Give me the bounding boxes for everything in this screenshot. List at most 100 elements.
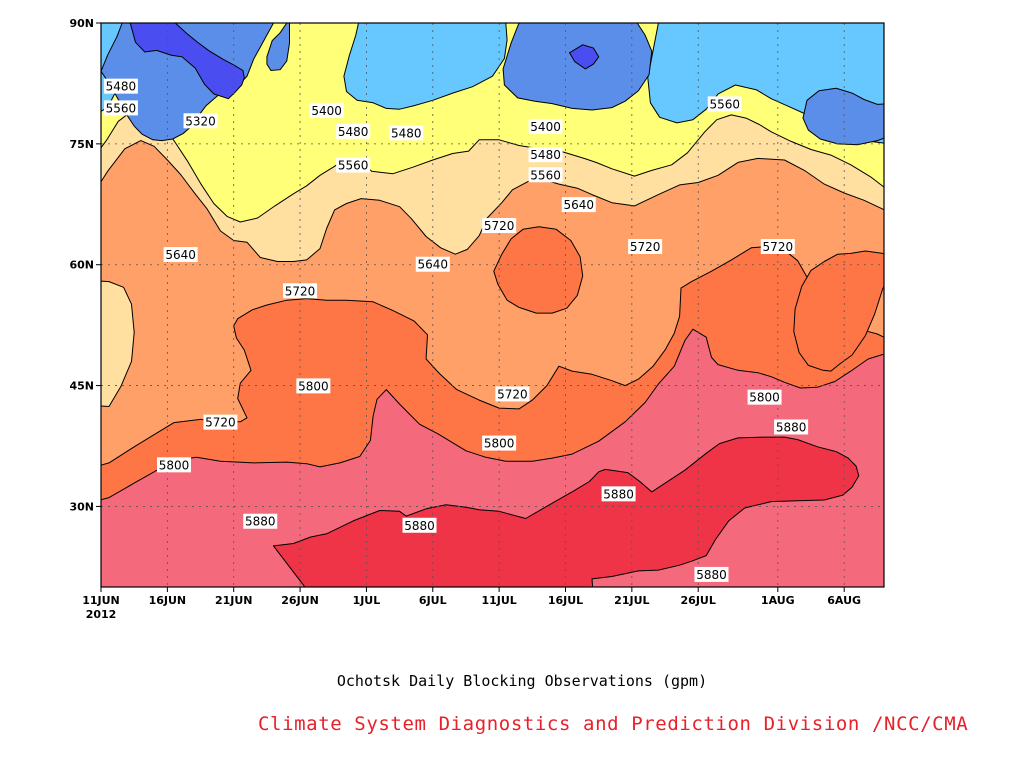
contour-label-text: 5560 xyxy=(338,159,369,173)
x-tick-label: 11JUL xyxy=(481,594,516,607)
contour-label: 5640 xyxy=(163,247,198,263)
contour-label-text: 5560 xyxy=(106,101,137,115)
contour-label-box xyxy=(183,113,218,129)
y-tick-label: 75N xyxy=(69,138,94,151)
contour-label: 5880 xyxy=(601,486,636,502)
x-tick-label: 1JUL xyxy=(353,594,381,607)
contour-label-text: 5560 xyxy=(709,97,740,111)
contour-label-box xyxy=(528,118,563,134)
contour-label: 5800 xyxy=(482,435,517,451)
contour-label-box xyxy=(336,123,371,139)
contour-label-box xyxy=(747,389,782,405)
y-tick-label: 60N xyxy=(69,259,94,272)
contour-label-text: 5720 xyxy=(484,219,515,233)
contour-label: 5880 xyxy=(774,419,809,435)
contour-region-5400 xyxy=(802,87,884,146)
contour-label-text: 5880 xyxy=(696,568,727,582)
contour-label-box xyxy=(309,102,344,118)
contour-label: 5880 xyxy=(694,566,729,582)
x-tick-label: 26JUL xyxy=(681,594,716,607)
contour-label-box xyxy=(482,218,517,234)
contour-fills xyxy=(101,23,884,587)
contour-label-box xyxy=(156,457,191,473)
contour-label-box xyxy=(336,157,371,173)
x-tick-label: 21JUN xyxy=(215,594,253,607)
y-tick-label: 90N xyxy=(69,17,94,30)
contour-label-text: 5720 xyxy=(630,240,661,254)
contour-label: 5720 xyxy=(203,414,238,430)
contour-label-text: 5480 xyxy=(530,148,561,162)
contour-labels: 5480 5560 5320 5400 5480 5480 5560 5400 5480 5560… xyxy=(103,78,809,582)
contour-label: 5480 xyxy=(103,78,138,94)
contour-label-text: 5400 xyxy=(530,120,561,134)
contour-label-box xyxy=(774,419,809,435)
contour-region-5880 xyxy=(273,436,860,587)
contour-label: 5560 xyxy=(707,96,742,112)
contour-label-text: 5720 xyxy=(497,387,528,401)
x-tick-label: 26JUN xyxy=(281,594,319,607)
contour-label-box xyxy=(482,435,517,451)
contour-label: 5560 xyxy=(528,167,563,183)
contour-label-box xyxy=(528,147,563,163)
contour-label-text: 5720 xyxy=(285,284,316,298)
y-axis: 30N 45N 60N 75N 90N xyxy=(69,17,101,513)
y-tick-label: 45N xyxy=(69,380,94,393)
contour-label: 5800 xyxy=(747,389,782,405)
contour-label: 5640 xyxy=(561,197,596,213)
contour-label-text: 5720 xyxy=(205,416,236,430)
contour-label-box xyxy=(296,378,331,394)
contour-label-text: 5880 xyxy=(404,519,435,533)
contour-region-5400 xyxy=(266,23,290,72)
contour-label-text: 5880 xyxy=(603,487,634,501)
contour-label: 5320 xyxy=(183,113,218,129)
contour-label-box xyxy=(601,486,636,502)
contour-label: 5800 xyxy=(156,457,191,473)
contour-label: 5880 xyxy=(402,517,437,533)
contour-label: 5560 xyxy=(103,100,138,116)
x-tick-year-label: 2012 xyxy=(86,608,117,621)
contour-label-text: 5800 xyxy=(159,458,190,472)
contour-label-box xyxy=(760,238,795,254)
contour-label-text: 5480 xyxy=(338,125,369,139)
contour-region-5720 xyxy=(493,226,584,314)
contour-label: 5480 xyxy=(336,123,371,139)
contour-label-text: 5880 xyxy=(776,420,807,434)
x-tick-label: 11JUN xyxy=(82,594,120,607)
contour-label: 5400 xyxy=(309,102,344,118)
contour-label-box xyxy=(163,247,198,263)
contour-label-text: 5640 xyxy=(165,248,196,262)
contour-label-text: 5720 xyxy=(763,240,794,254)
plot-frame xyxy=(100,22,885,588)
y-tick-label: 30N xyxy=(69,500,94,513)
contour-label-text: 5880 xyxy=(245,515,276,529)
contour-label-box xyxy=(707,96,742,112)
contour-label-box xyxy=(628,238,663,254)
contour-label-box xyxy=(495,386,530,402)
x-tick-label: 16JUL xyxy=(548,594,583,607)
contour-region-5320 xyxy=(568,44,600,70)
contour-label-box xyxy=(243,513,278,529)
contour-label-text: 5800 xyxy=(484,437,515,451)
contour-label: 5720 xyxy=(760,238,795,254)
x-tick-label: 1AUG xyxy=(761,594,795,607)
contour-label-box xyxy=(402,517,437,533)
contour-label-text: 5640 xyxy=(563,198,594,212)
contour-label-text: 5560 xyxy=(530,168,561,182)
contour-label-text: 5800 xyxy=(749,391,780,405)
contour-label-text: 5480 xyxy=(391,126,422,140)
contour-label: 5400 xyxy=(528,118,563,134)
contour-label-box xyxy=(694,566,729,582)
contour-label: 5480 xyxy=(389,125,424,141)
contour-label-box xyxy=(103,78,138,94)
contour-label-box xyxy=(389,125,424,141)
contour-label-text: 5800 xyxy=(298,379,329,393)
x-tick-label: 21JUL xyxy=(614,594,649,607)
contour-region-5400 xyxy=(502,23,653,111)
contour-label-box xyxy=(283,283,318,299)
contour-label: 5720 xyxy=(628,238,663,254)
contour-region-5720 xyxy=(793,250,884,372)
contour-label-box xyxy=(561,197,596,213)
contour-label: 5480 xyxy=(528,147,563,163)
x-tick-label: 6JUL xyxy=(419,594,447,607)
